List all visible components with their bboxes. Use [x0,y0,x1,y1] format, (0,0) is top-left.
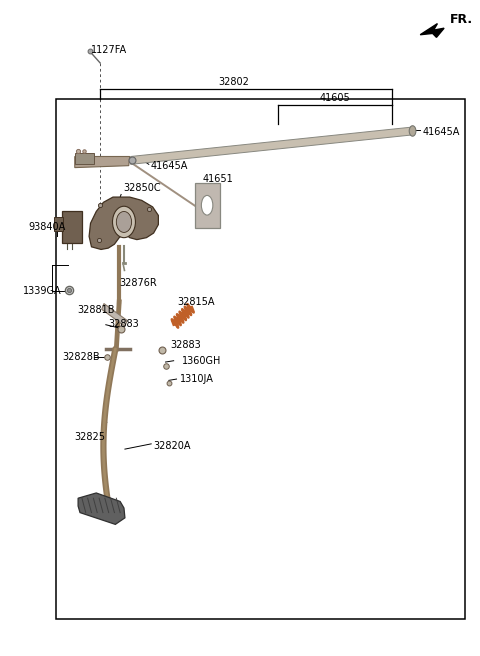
Text: 1339GA: 1339GA [23,285,61,296]
Polygon shape [420,24,444,37]
Text: 1127FA: 1127FA [91,45,127,56]
Text: 32883: 32883 [170,340,201,350]
Ellipse shape [112,206,135,237]
Polygon shape [102,304,127,326]
Text: 41605: 41605 [320,93,350,104]
Text: 32815A: 32815A [178,297,215,307]
Text: 32802: 32802 [218,77,249,87]
Text: 41645A: 41645A [151,161,188,171]
Text: 32883: 32883 [108,319,139,329]
Polygon shape [131,127,413,165]
Bar [62,211,82,243]
Bar [56,99,465,619]
Polygon shape [78,493,125,524]
Text: 1360GH: 1360GH [182,356,222,366]
Text: 93840A: 93840A [28,222,66,232]
Text: 41645A: 41645A [422,127,459,136]
Ellipse shape [116,211,132,232]
Text: 32881B: 32881B [77,304,115,315]
FancyBboxPatch shape [195,182,219,228]
Text: 32828B: 32828B [63,352,100,362]
Text: 32850C: 32850C [123,183,161,193]
Text: 32825: 32825 [75,432,106,442]
Polygon shape [75,157,130,168]
Text: 41651: 41651 [203,174,233,184]
Text: FR.: FR. [450,12,473,26]
Text: 1310JA: 1310JA [180,374,214,384]
Ellipse shape [409,126,416,136]
Text: 32876R: 32876R [119,278,157,288]
Ellipse shape [202,195,213,215]
Polygon shape [89,197,158,249]
Bar [54,216,63,231]
Bar [75,153,94,165]
Text: 32820A: 32820A [154,441,191,451]
